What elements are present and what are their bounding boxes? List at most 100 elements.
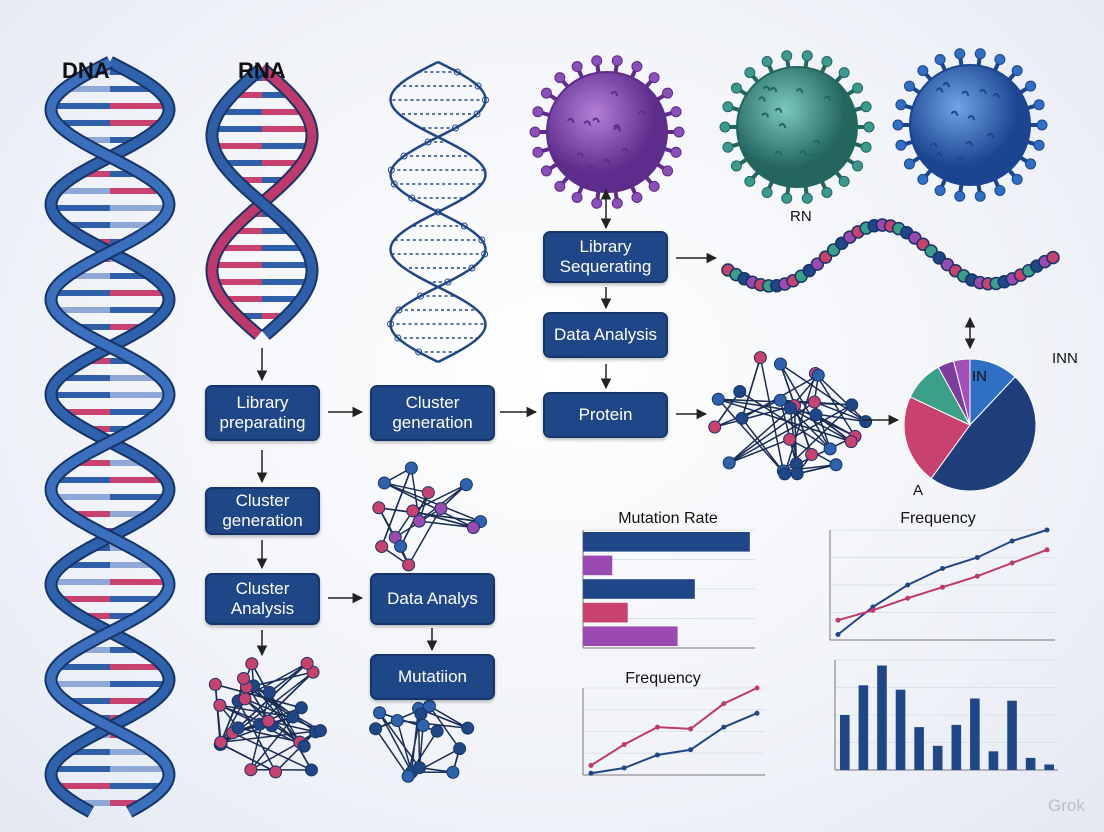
bond	[815, 414, 856, 438]
process-box: Library Sequerating	[543, 231, 668, 283]
virus-knob	[761, 56, 773, 68]
atom	[377, 476, 391, 490]
bond	[374, 728, 409, 777]
chart-title: Frequency	[900, 510, 976, 527]
virus-mark	[967, 115, 976, 121]
dna-label: DNA	[62, 58, 110, 83]
virus-knob	[730, 160, 742, 172]
virus-mark	[942, 82, 951, 88]
point	[974, 555, 980, 560]
virus-mark	[935, 152, 944, 158]
bond	[253, 685, 301, 743]
atom	[722, 456, 736, 470]
virus-mark	[583, 120, 592, 126]
bond	[783, 373, 817, 475]
strand	[46, 58, 174, 816]
bond	[220, 700, 239, 743]
point	[905, 582, 911, 588]
virus	[546, 71, 668, 193]
virus-knob	[1011, 173, 1023, 185]
bar	[583, 532, 750, 552]
atom	[406, 504, 420, 518]
point	[688, 747, 694, 753]
bond	[214, 684, 222, 745]
atom	[372, 501, 386, 515]
virus-knob	[821, 186, 833, 198]
atom	[412, 761, 426, 775]
virus-knob	[838, 175, 850, 187]
atom	[783, 432, 797, 446]
virus-knob	[852, 160, 864, 172]
bar	[583, 555, 613, 576]
bond	[728, 405, 795, 464]
virus-knob	[934, 184, 946, 196]
virus-mark	[573, 168, 582, 174]
pie-slice	[952, 358, 971, 426]
process-box: Cluster generation	[370, 385, 495, 441]
virus	[736, 66, 858, 188]
atom	[753, 351, 767, 365]
line	[590, 712, 758, 775]
bar	[951, 724, 962, 770]
bond	[718, 398, 852, 443]
atom	[390, 714, 404, 728]
bar	[895, 689, 906, 770]
line	[590, 687, 758, 767]
bond	[378, 712, 413, 773]
atom	[261, 714, 275, 728]
atom	[297, 739, 311, 753]
bar	[1044, 764, 1054, 770]
atom	[404, 461, 418, 475]
point	[940, 584, 945, 590]
atom	[823, 442, 837, 456]
bond	[780, 363, 867, 423]
atom	[783, 401, 797, 415]
virus-mark	[961, 90, 970, 97]
atom	[401, 769, 415, 783]
virus-mark	[986, 133, 995, 139]
chart-title: Mutation Rate	[618, 510, 718, 527]
pie-slice	[930, 376, 1037, 492]
virus-knob	[974, 190, 986, 202]
virus-knob	[670, 106, 682, 118]
process-box: Cluster Analysis	[205, 573, 320, 625]
chart-title: Frequency	[625, 670, 701, 687]
point	[1009, 560, 1015, 566]
strand	[207, 64, 317, 339]
virus-knob	[801, 50, 813, 62]
point	[974, 573, 980, 579]
virus-mark	[602, 158, 611, 165]
virus-knob	[892, 119, 904, 131]
virus-knob	[917, 173, 929, 185]
strand	[46, 58, 174, 816]
bond	[396, 720, 413, 773]
atom	[208, 677, 222, 691]
virus-mark	[809, 153, 817, 159]
atom	[466, 521, 480, 535]
atom	[269, 765, 283, 779]
bar	[583, 579, 695, 599]
bar	[988, 751, 999, 770]
virus-mark	[587, 165, 596, 171]
virus-mark	[613, 126, 621, 132]
virus-mark	[761, 112, 770, 118]
bond	[251, 663, 313, 771]
atom	[416, 718, 430, 732]
virus-knob	[744, 67, 756, 79]
process-box: Data Analys	[370, 573, 495, 625]
point	[688, 726, 694, 732]
atom	[735, 411, 749, 425]
atom	[373, 706, 387, 720]
process-box: Cluster generation	[205, 487, 320, 535]
virus-knob	[662, 165, 674, 177]
bond	[814, 401, 866, 423]
virus-mark	[823, 95, 832, 101]
atom	[430, 724, 444, 738]
bar	[970, 698, 980, 770]
virus-mark	[774, 150, 783, 156]
point	[835, 617, 841, 623]
virus-mark	[956, 156, 964, 162]
virus-knob	[860, 101, 872, 113]
line	[837, 529, 1048, 636]
